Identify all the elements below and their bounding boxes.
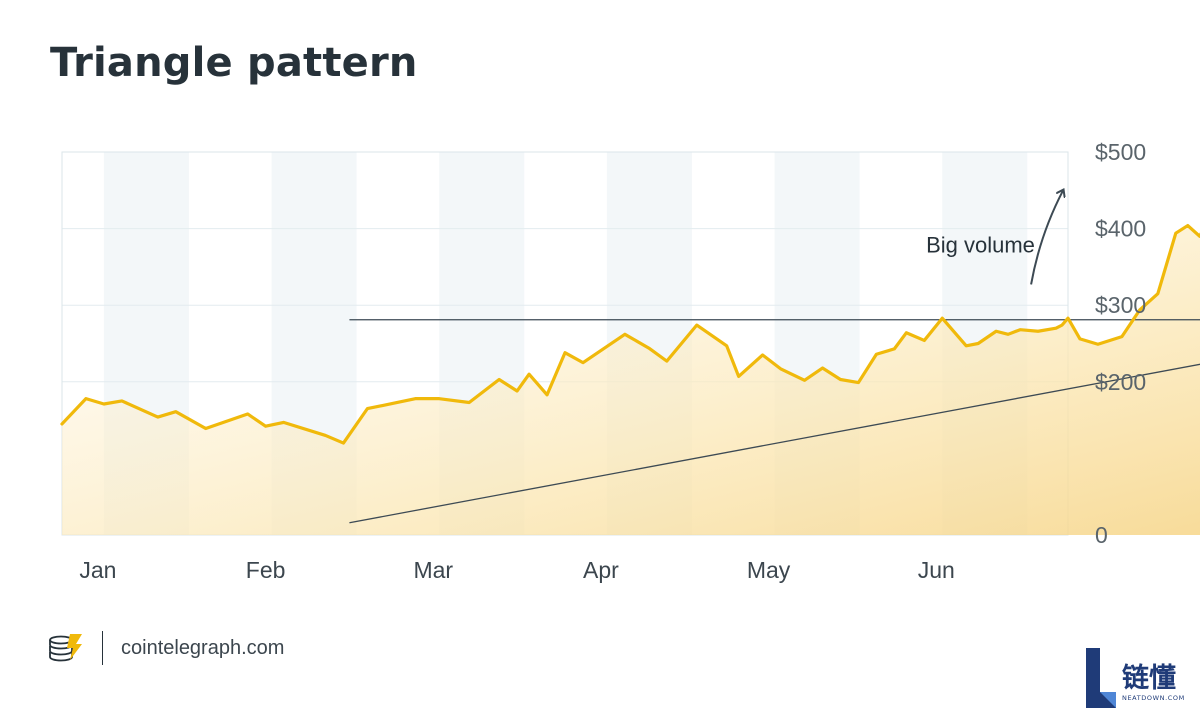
x-tick-label: Jun — [918, 557, 955, 583]
y-tick-label: $200 — [1095, 369, 1146, 395]
site-url: cointelegraph.com — [121, 636, 285, 659]
cointelegraph-logo-icon — [49, 634, 82, 662]
y-tick-label: 0 — [1095, 522, 1108, 548]
price-line — [60, 223, 1200, 445]
trend-lines — [349, 319, 1200, 524]
x-axis-labels: Jan Feb Mar Apr May Jun — [79, 557, 954, 583]
support-line — [349, 363, 1200, 524]
annotation-arrow — [1030, 190, 1063, 285]
x-tick-label: Feb — [246, 557, 286, 583]
watermark-logo-icon — [1086, 648, 1116, 708]
annotations: Big volume — [926, 190, 1063, 285]
x-tick-label: Apr — [583, 557, 619, 583]
watermark-en-text: NEATDOWN.COM — [1122, 694, 1185, 702]
x-tick-label: May — [747, 557, 791, 583]
price-area — [62, 225, 1200, 535]
y-tick-label: $400 — [1095, 216, 1146, 242]
watermark-cn-text: 链懂 — [1122, 663, 1176, 694]
x-tick-label: Jan — [79, 557, 116, 583]
footer: cointelegraph.com — [48, 628, 284, 668]
x-tick-label: Mar — [413, 557, 453, 583]
y-axis-labels: 0 $200 $300 $400 $500 — [1095, 139, 1146, 548]
annotation-label: Big volume — [926, 232, 1035, 257]
chart-title: Triangle pattern — [50, 40, 418, 86]
footer-divider — [102, 631, 103, 665]
y-tick-label: $500 — [1095, 139, 1146, 165]
y-tick-label: $300 — [1095, 292, 1146, 318]
watermark: 链懂 NEATDOWN.COM — [1084, 644, 1196, 710]
